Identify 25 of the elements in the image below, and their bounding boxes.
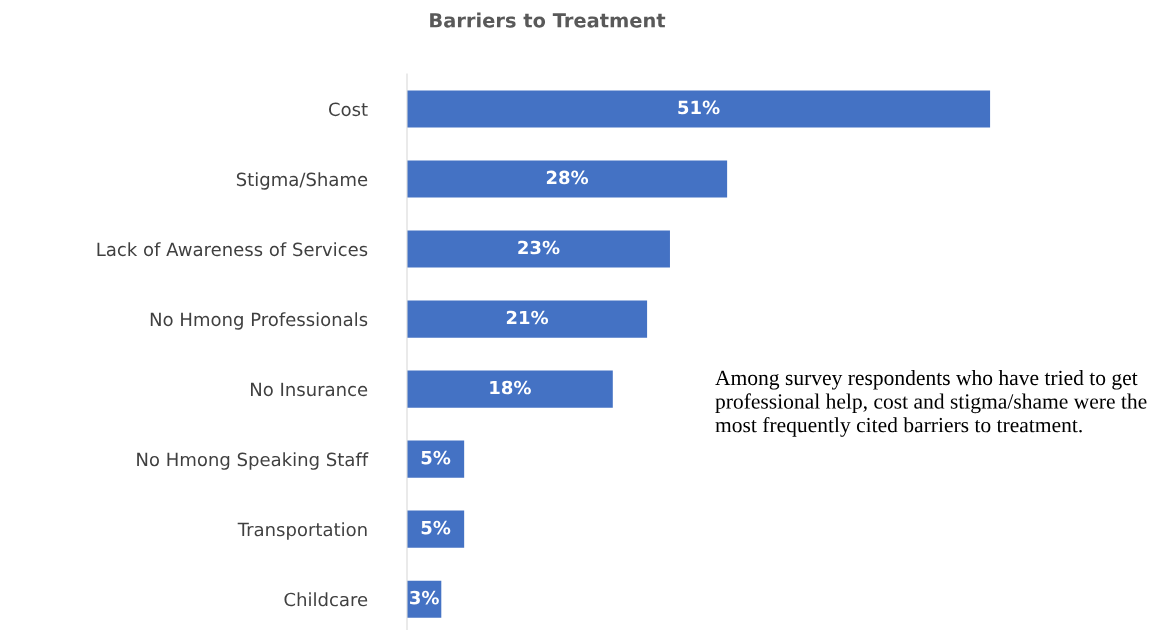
y-tick-label: Cost bbox=[328, 102, 368, 117]
y-tick-label: Stigma/Shame bbox=[236, 172, 368, 190]
y-tick-label: Lack of Awareness of Services bbox=[97, 242, 368, 257]
y-tick-label: No Insurance bbox=[251, 382, 368, 397]
data-label: 23% bbox=[518, 240, 560, 255]
data-label: 28% bbox=[546, 170, 589, 185]
y-tick-label: Transportation bbox=[237, 522, 367, 540]
data-label: 5% bbox=[421, 520, 451, 535]
bar bbox=[407, 160, 728, 198]
bar bbox=[407, 370, 613, 408]
data-label: 5% bbox=[421, 450, 451, 465]
bar bbox=[407, 300, 648, 338]
bar bbox=[407, 230, 670, 268]
y-tick-label: No Hmong Professionals bbox=[150, 312, 368, 330]
y-tick-label: Childcare bbox=[284, 592, 368, 607]
chart-title: Barriers to Treatment bbox=[430, 12, 666, 28]
y-tick-label: No Hmong Speaking Staff bbox=[137, 452, 369, 470]
data-label: 18% bbox=[490, 380, 531, 395]
data-label: 3% bbox=[410, 590, 439, 605]
annotation: Among survey respondents who have tried to get professional help, cost and stigma/shame were the most frequently cited barriers to treatment. bbox=[715, 370, 1147, 437]
data-label: 21% bbox=[506, 310, 549, 325]
bar bbox=[407, 90, 991, 128]
bar bbox=[407, 440, 465, 478]
bar bbox=[407, 510, 465, 548]
data-label: 51% bbox=[678, 100, 720, 115]
